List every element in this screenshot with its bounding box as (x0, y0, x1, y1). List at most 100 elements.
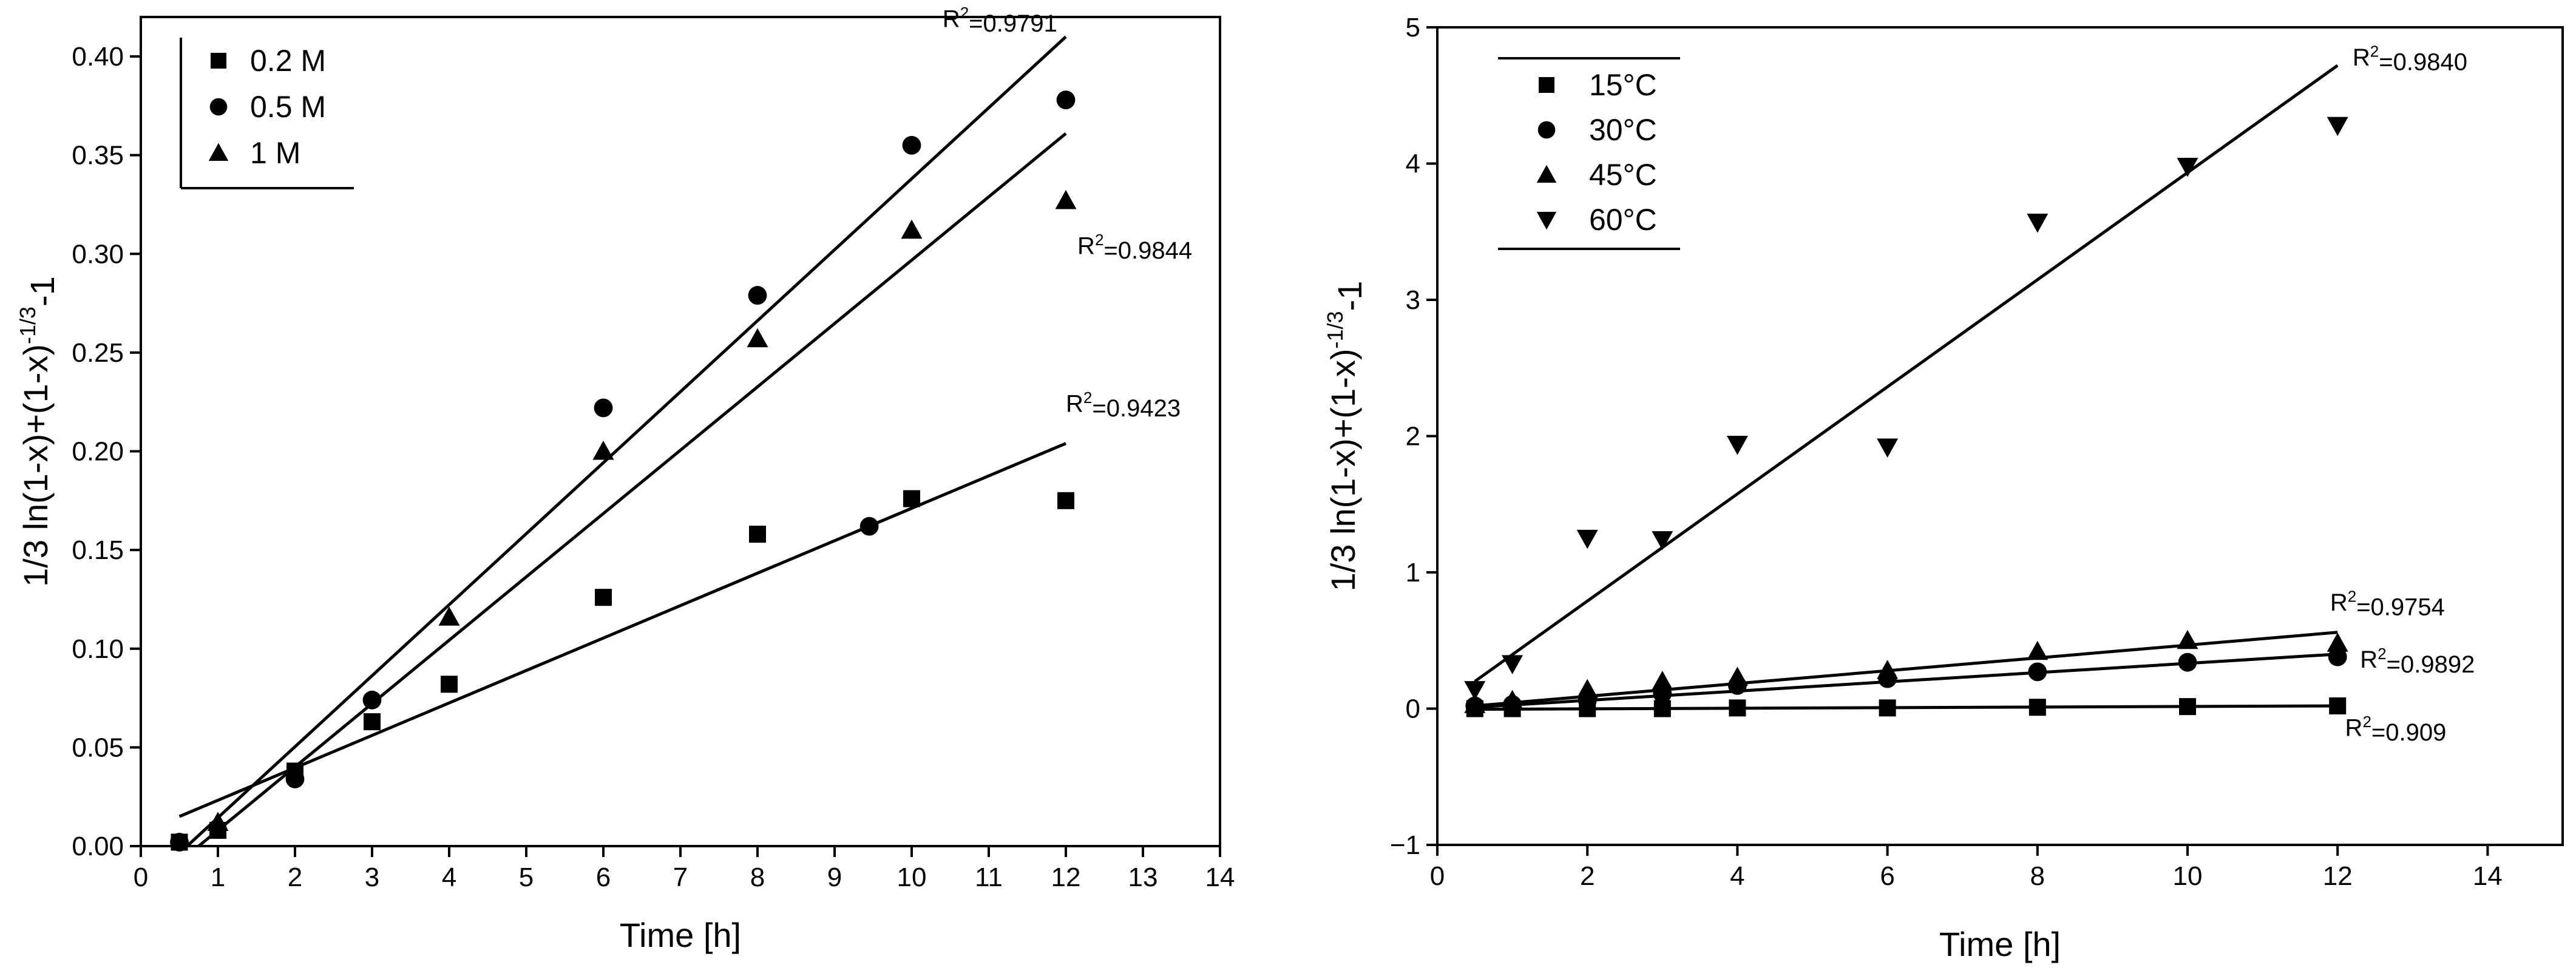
data-point (903, 490, 920, 507)
legend-label: 60°C (1589, 203, 1657, 237)
x-tick-label: 13 (1128, 862, 1158, 892)
legend-label: 45°C (1589, 158, 1657, 192)
series-0-5-m: R2=0.9791 (170, 4, 1076, 852)
y-axis-label: 1/3 ln(1-x)+(1-x)-1/3-1 (15, 276, 61, 587)
data-point (859, 517, 879, 536)
data-point (2027, 214, 2049, 233)
x-tick-label: 4 (1730, 861, 1744, 891)
x-tick-label: 14 (2473, 861, 2503, 891)
fit-line (1474, 704, 2338, 711)
data-point (1055, 189, 1077, 209)
x-tick-label: 1 (211, 862, 225, 892)
r-squared-label: R2=0.9892 (2360, 645, 2475, 678)
data-point (592, 441, 614, 460)
data-point (1652, 531, 1673, 551)
data-point (2328, 647, 2347, 666)
r-squared-label: R2=0.9791 (943, 4, 1057, 37)
data-point (1652, 671, 1673, 690)
y-tick-label: 0.35 (72, 141, 124, 171)
x-tick-label: 12 (1051, 862, 1081, 892)
fit-line (1474, 64, 2339, 683)
data-point (594, 398, 613, 418)
data-point (2177, 629, 2198, 649)
series-45-c: R2=0.9754 (1464, 588, 2445, 713)
y-tick-label: 0.10 (72, 634, 124, 664)
data-point (901, 219, 923, 239)
data-point (2027, 640, 2049, 660)
x-tick-label: 9 (827, 862, 842, 892)
r-squared-label: R2=0.909 (2345, 713, 2447, 746)
data-point (1056, 90, 1076, 110)
x-tick-label: 8 (750, 862, 765, 892)
data-point (1729, 699, 1746, 717)
data-point (749, 526, 766, 543)
data-point (1464, 694, 1486, 713)
y-tick-label: 4 (1406, 149, 1420, 179)
data-point (2327, 632, 2348, 652)
data-point (285, 770, 305, 788)
series-1-m: R2=0.9844 (197, 132, 1192, 847)
x-tick-label: 8 (2030, 861, 2045, 891)
y-tick-label: 0.25 (72, 338, 124, 368)
x-tick-label: 5 (519, 862, 534, 892)
series-60-c: R2=0.9840 (1464, 42, 2467, 700)
y-tick-label: 0.40 (72, 42, 124, 72)
y-tick-label: −1 (1390, 830, 1420, 860)
x-axis-label: Time [h] (1939, 925, 2061, 963)
y-axis-label: 1/3 ln(1-x)+(1-x)-1/3-1 (1323, 281, 1369, 592)
legend-label: 0.2 M (250, 44, 326, 78)
legend-label: 30°C (1589, 113, 1657, 147)
x-tick-label: 6 (596, 862, 611, 892)
data-point (2327, 117, 2348, 137)
data-point (595, 589, 612, 606)
data-point (902, 136, 921, 155)
y-tick-label: 0.20 (72, 437, 124, 467)
legend-marker (209, 98, 228, 116)
y-tick-label: 1 (1406, 558, 1420, 588)
x-axis-label: Time [h] (620, 916, 741, 954)
legend-marker (208, 143, 229, 161)
x-tick-label: 14 (1205, 862, 1235, 892)
data-point (747, 328, 768, 348)
r-squared-label: R2=0.9840 (2353, 42, 2467, 76)
legend: 0.2 M 0.5 M 1 M (180, 38, 354, 189)
data-point (2329, 697, 2347, 715)
data-point (1879, 699, 1896, 717)
data-point (2178, 652, 2197, 672)
legend-marker (1536, 212, 1557, 230)
legend-marker (1537, 121, 1556, 139)
data-point (1502, 690, 1524, 710)
legend: 15°C 30°C 45°C 60°C (1498, 57, 1680, 250)
y-tick-label: 0.15 (72, 535, 124, 565)
legend-marker (211, 53, 226, 69)
data-point (2177, 157, 2198, 177)
x-tick-label: 10 (2173, 861, 2203, 891)
r-squared-label: R2=0.9844 (1077, 231, 1192, 264)
x-tick-label: 2 (288, 862, 302, 892)
r-squared-label: R2=0.9754 (2330, 588, 2445, 621)
legend-marker (1539, 77, 1554, 93)
x-tick-label: 12 (2323, 861, 2353, 891)
x-tick-label: 6 (1880, 861, 1894, 891)
legend-label: 0.5 M (250, 90, 326, 124)
y-tick-label: 0.00 (72, 832, 124, 861)
legend-marker (1536, 164, 1557, 183)
series-0-2-m: R2=0.9423 (171, 388, 1181, 851)
data-point (1464, 681, 1486, 700)
data-point (1877, 660, 1899, 679)
data-point (207, 812, 229, 831)
data-point (362, 690, 382, 710)
x-tick-label: 2 (1580, 861, 1595, 891)
series-15-c: R2=0.909 (1466, 697, 2447, 746)
legend-label: 15°C (1589, 68, 1657, 102)
x-tick-label: 10 (897, 862, 927, 892)
data-point (170, 833, 189, 852)
data-point (1726, 666, 1748, 686)
data-point (1576, 529, 1598, 549)
data-point (1057, 492, 1074, 509)
r-squared-label: R2=0.9423 (1066, 388, 1181, 422)
fit-line (197, 132, 1067, 847)
x-tick-label: 0 (1430, 861, 1445, 891)
data-point (438, 606, 460, 626)
